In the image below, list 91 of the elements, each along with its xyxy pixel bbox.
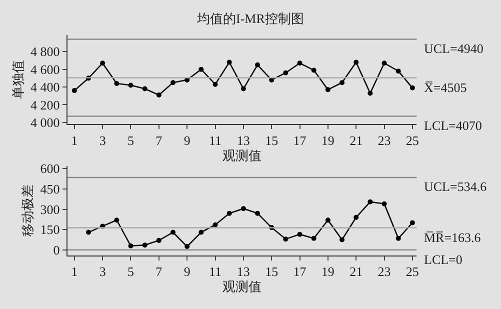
y-tick-label: 4 200	[30, 97, 60, 112]
ref-line-label: LCL=0	[424, 252, 462, 267]
y-axis-title: 移动极差	[20, 184, 36, 237]
x-tick-label: 15	[265, 264, 278, 279]
point	[410, 85, 415, 90]
point	[114, 80, 120, 86]
point	[396, 68, 401, 74]
point	[128, 82, 134, 88]
x-tick-label: 3	[99, 264, 106, 279]
y-tick-label: 4 000	[30, 114, 60, 130]
y-tick-label: 4 600	[30, 62, 60, 77]
x-tick-label: 23	[378, 132, 391, 148]
ref-line-label: X̅=4505	[424, 80, 467, 95]
x-tick-label: 23	[378, 264, 391, 279]
x-tick-label: 1	[71, 264, 78, 279]
ref-line-label: UCL=4940	[424, 41, 484, 56]
y-axis-title: 单独值	[10, 60, 26, 99]
point	[86, 230, 91, 235]
x-tick-label: 9	[184, 132, 190, 148]
x-tick-label: 25	[406, 132, 419, 148]
x-axis-title: 观测值	[222, 278, 262, 294]
point	[142, 86, 148, 92]
point	[283, 70, 288, 76]
x-tick-label: 25	[406, 264, 419, 279]
y-tick-label: 4 800	[30, 44, 60, 60]
x-tick-label: 17	[293, 264, 307, 279]
point	[255, 62, 260, 68]
x-tick-label: 11	[208, 264, 222, 279]
x-tick-label: 5	[127, 264, 134, 279]
point	[354, 214, 359, 220]
x-tick-label: 19	[321, 132, 334, 148]
x-tick-label: 5	[127, 132, 134, 148]
point	[325, 218, 330, 223]
x-tick-label: 11	[208, 132, 222, 148]
point	[128, 243, 134, 248]
point	[396, 236, 401, 241]
point	[226, 60, 232, 65]
x-tick-label: 21	[350, 264, 363, 279]
point	[226, 210, 232, 216]
point	[255, 210, 260, 216]
point	[170, 230, 176, 235]
point	[72, 88, 77, 94]
point	[212, 222, 218, 228]
point	[240, 86, 246, 92]
chart-title: 均值的I-MR控制图	[196, 11, 304, 26]
point	[156, 238, 162, 243]
x-tick-label: 15	[265, 132, 278, 148]
x-tick-label: 9	[184, 264, 190, 279]
point	[198, 230, 204, 235]
point	[198, 66, 204, 72]
point	[311, 68, 316, 73]
point	[354, 60, 359, 65]
x-tick-label: 13	[236, 132, 250, 148]
ref-line-label: UCL=534.6	[424, 179, 488, 194]
point	[156, 92, 162, 98]
x-tick-label: 13	[236, 264, 250, 279]
point	[297, 60, 302, 66]
x-tick-label: 17	[293, 132, 307, 148]
point	[325, 87, 330, 92]
x-tick-label: 1	[71, 132, 78, 148]
y-tick-label: 450	[40, 182, 60, 196]
point	[170, 80, 176, 86]
x-tick-label: 21	[350, 132, 363, 148]
point	[297, 232, 302, 237]
point	[184, 244, 190, 250]
point	[283, 236, 288, 242]
point	[311, 236, 316, 241]
x-tick-label: 7	[156, 264, 163, 279]
point	[410, 220, 415, 226]
point	[114, 218, 120, 223]
ref-line-label: LCL=4070	[424, 118, 482, 133]
point	[382, 201, 387, 206]
y-tick-label: 300	[40, 202, 60, 217]
point	[340, 80, 345, 86]
point	[340, 237, 345, 242]
y-tick-label: 600	[40, 161, 60, 176]
y-tick-label: 150	[40, 222, 60, 238]
point	[212, 82, 218, 87]
point	[368, 90, 373, 96]
x-tick-label: 19	[321, 264, 334, 279]
ref-line-label: M̅R̅=163.6	[424, 230, 482, 245]
point	[368, 199, 373, 204]
x-tick-label: 3	[99, 132, 106, 148]
x-tick-label: 7	[156, 132, 163, 148]
y-tick-label: 4 400	[30, 80, 60, 95]
point	[100, 60, 106, 66]
x-axis-title: 观测值	[222, 148, 262, 163]
y-tick-label: 0	[53, 242, 60, 258]
point	[382, 60, 387, 66]
point	[240, 206, 246, 212]
point	[142, 242, 148, 248]
